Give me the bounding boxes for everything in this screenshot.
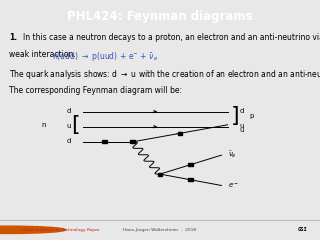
Text: n(udd) $\rightarrow$ p(uud) + e$^{-}$ + $\bar{\nu}_e$: n(udd) $\rightarrow$ p(uud) + e$^{-}$ + … [52,50,158,63]
Text: u: u [240,127,244,133]
Text: u: u [67,123,71,129]
Bar [157,173,163,176]
Text: p: p [249,113,253,119]
Bar [188,163,193,166]
Text: n: n [42,122,46,128]
Text: d: d [67,108,71,114]
Circle shape [0,226,66,234]
Text: [: [ [71,115,80,135]
Bar [178,132,182,135]
Text: ]: ] [231,106,240,126]
Text: d: d [240,108,244,114]
Bar [130,140,135,143]
Text: 1.: 1. [10,33,18,42]
Text: u: u [240,123,244,129]
Text: $\bar{\nu}_e$: $\bar{\nu}_e$ [228,150,236,160]
Text: Hans-Jürgen Wollersheim  -  2018: Hans-Jürgen Wollersheim - 2018 [124,228,196,232]
Bar [188,178,193,181]
Text: $e^-$: $e^-$ [228,181,239,190]
Text: The quark analysis shows: d $\rightarrow$ u with the creation of an electron and: The quark analysis shows: d $\rightarrow… [10,68,320,81]
Text: The corresponding Feynman diagram will be:: The corresponding Feynman diagram will b… [10,85,182,95]
Bar [102,140,107,143]
Text: weak interaction.: weak interaction. [10,50,76,59]
Text: d: d [67,138,71,144]
Text: In this case a neutron decays to a proton, an electron and an anti-neutrino via : In this case a neutron decays to a proto… [23,33,320,42]
Text: PHL424: Feynman diagrams: PHL424: Feynman diagrams [67,10,253,23]
Text: GSI: GSI [298,227,307,232]
Text: Indian Institute of Technology Ropar: Indian Institute of Technology Ropar [21,228,99,232]
